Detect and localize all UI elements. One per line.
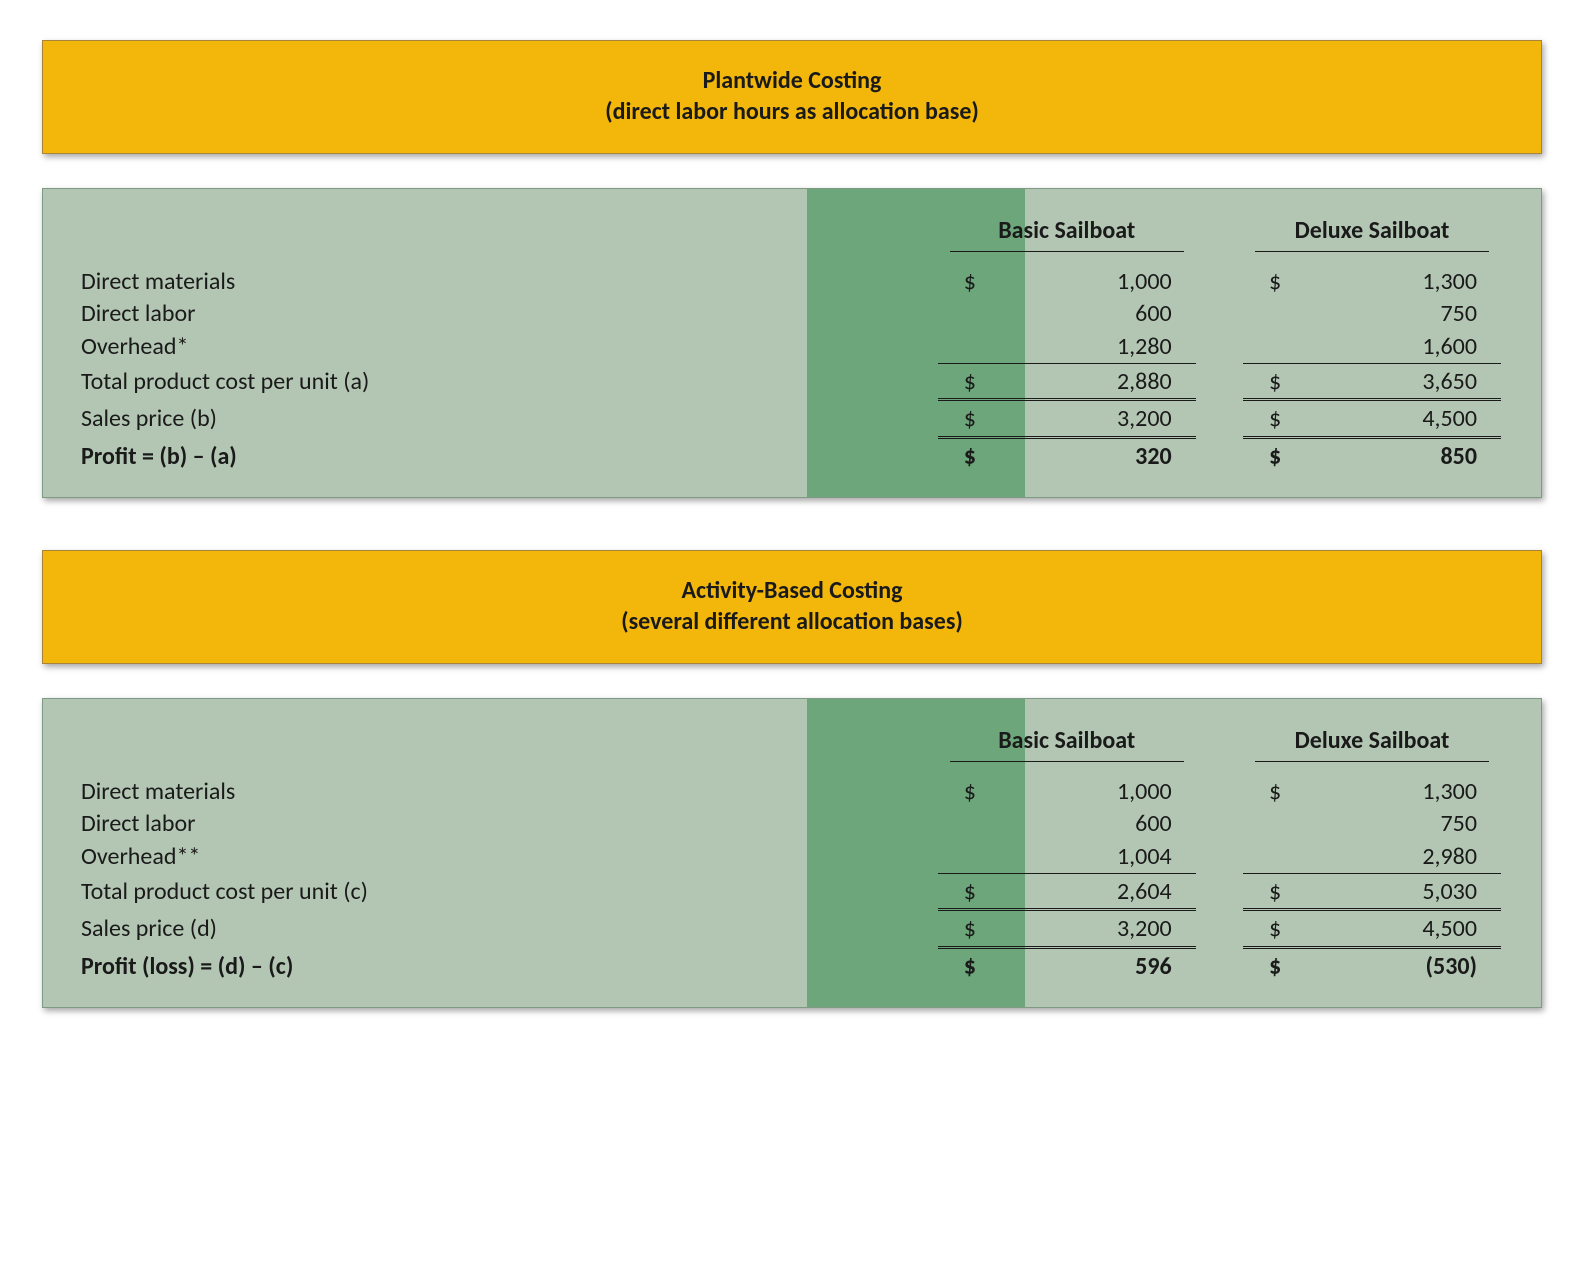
section-banner: Plantwide Costing(direct labor hours as …: [42, 40, 1542, 154]
row-label: Total product cost per unit (a): [81, 363, 938, 398]
value-deluxe: 750: [1243, 808, 1501, 840]
column-header-basic: Basic Sailboat: [938, 215, 1196, 250]
row-label: Total product cost per unit (c): [81, 873, 938, 908]
row-label: Direct materials: [81, 776, 938, 808]
costing-comparison-document: Plantwide Costing(direct labor hours as …: [42, 40, 1542, 1008]
value-basic: $596: [938, 946, 1196, 983]
value-basic: 1,280: [938, 331, 1196, 363]
banner-subtitle: (direct labor hours as allocation base): [53, 96, 1531, 127]
table-row: Direct labor600 750: [81, 298, 1501, 330]
section-banner: Activity-Based Costing(several different…: [42, 550, 1542, 664]
costing-table-panel: Basic Sailboat Deluxe Sailboat Direct mate…: [42, 188, 1542, 498]
row-label: Direct labor: [81, 298, 938, 330]
row-label: Profit (loss) = (d) – (c): [81, 946, 938, 983]
value-basic: $2,604: [938, 873, 1196, 908]
costing-table-panel: Basic Sailboat Deluxe Sailboat Direct mate…: [42, 698, 1542, 1008]
banner-title: Plantwide Costing: [53, 65, 1531, 96]
table-row: Profit (loss) = (d) – (c)$596 $(530): [81, 946, 1501, 983]
value-basic: 600: [938, 298, 1196, 330]
table-row: Direct labor600 750: [81, 808, 1501, 840]
table-row: Direct materials$1,000 $1,300: [81, 266, 1501, 298]
costing-table: Basic Sailboat Deluxe Sailboat Direct mate…: [81, 725, 1501, 983]
value-basic: $1,000: [938, 266, 1196, 298]
table-row: Overhead**1,004 2,980: [81, 841, 1501, 873]
table-row: Sales price (b)$3,200 $4,500: [81, 398, 1501, 435]
table-row: Profit = (b) – (a)$320 $850: [81, 436, 1501, 473]
value-basic: $1,000: [938, 776, 1196, 808]
banner-subtitle: (several different allocation bases): [53, 606, 1531, 637]
value-deluxe: $3,650: [1243, 363, 1501, 398]
value-deluxe: $4,500: [1243, 398, 1501, 435]
table-row: Overhead*1,280 1,600: [81, 331, 1501, 363]
value-deluxe: $4,500: [1243, 908, 1501, 945]
table-row: Total product cost per unit (c)$2,604 $5,…: [81, 873, 1501, 908]
value-deluxe: 2,980: [1243, 841, 1501, 873]
row-label: Sales price (d): [81, 908, 938, 945]
value-deluxe: 1,600: [1243, 331, 1501, 363]
table-row: Total product cost per unit (a)$2,880 $3,…: [81, 363, 1501, 398]
row-label: Profit = (b) – (a): [81, 436, 938, 473]
row-label: Overhead**: [81, 841, 938, 873]
row-label: Overhead*: [81, 331, 938, 363]
value-deluxe: $(530): [1243, 946, 1501, 983]
value-deluxe: 750: [1243, 298, 1501, 330]
column-header-deluxe: Deluxe Sailboat: [1243, 215, 1501, 250]
column-header-basic: Basic Sailboat: [938, 725, 1196, 760]
value-deluxe: $850: [1243, 436, 1501, 473]
value-basic: $2,880: [938, 363, 1196, 398]
value-basic: 1,004: [938, 841, 1196, 873]
column-header-deluxe: Deluxe Sailboat: [1243, 725, 1501, 760]
table-row: Sales price (d)$3,200 $4,500: [81, 908, 1501, 945]
banner-title: Activity-Based Costing: [53, 575, 1531, 606]
value-basic: $3,200: [938, 398, 1196, 435]
row-label: Sales price (b): [81, 398, 938, 435]
costing-table: Basic Sailboat Deluxe Sailboat Direct mate…: [81, 215, 1501, 473]
value-basic: 600: [938, 808, 1196, 840]
value-basic: $320: [938, 436, 1196, 473]
row-label: Direct materials: [81, 266, 938, 298]
value-deluxe: $1,300: [1243, 776, 1501, 808]
value-basic: $3,200: [938, 908, 1196, 945]
row-label: Direct labor: [81, 808, 938, 840]
value-deluxe: $1,300: [1243, 266, 1501, 298]
table-row: Direct materials$1,000 $1,300: [81, 776, 1501, 808]
value-deluxe: $5,030: [1243, 873, 1501, 908]
